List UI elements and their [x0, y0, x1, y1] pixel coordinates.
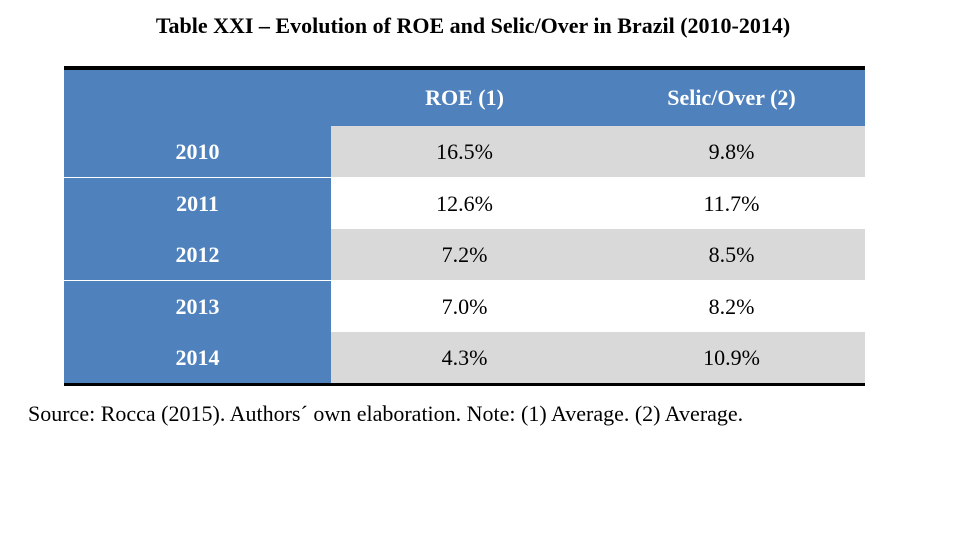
- table-header-row: ROE (1) Selic/Over (2): [64, 70, 865, 126]
- table-row: 2014 4.3% 10.9%: [64, 332, 865, 383]
- year-cell: 2010: [64, 126, 331, 177]
- header-cell-roe: ROE (1): [425, 85, 504, 110]
- table-title: Table XXI – Evolution of ROE and Selic/O…: [155, 13, 791, 38]
- selic-cell: 11.7%: [598, 178, 865, 229]
- table-row: 2011 12.6% 11.7%: [64, 177, 865, 229]
- year-cell: 2013: [64, 281, 331, 332]
- table-row: 2010 16.5% 9.8%: [64, 126, 865, 177]
- year-cell: 2012: [64, 229, 331, 280]
- roe-cell: 7.0%: [331, 281, 598, 332]
- selic-cell: 10.9%: [598, 332, 865, 383]
- data-table: ROE (1) Selic/Over (2) 2010 16.5% 9.8% 2…: [64, 66, 865, 386]
- selic-cell: 8.5%: [598, 229, 865, 280]
- roe-cell: 7.2%: [331, 229, 598, 280]
- header-cell-selic: Selic/Over (2): [667, 85, 796, 110]
- selic-cell: 9.8%: [598, 126, 865, 177]
- table-row: 2012 7.2% 8.5%: [64, 229, 865, 280]
- table-row: 2013 7.0% 8.2%: [64, 280, 865, 332]
- selic-cell: 8.2%: [598, 281, 865, 332]
- year-cell: 2014: [64, 332, 331, 383]
- roe-cell: 16.5%: [331, 126, 598, 177]
- source-note: Source: Rocca (2015). Authors´ own elabo…: [28, 401, 744, 426]
- roe-cell: 12.6%: [331, 178, 598, 229]
- roe-cell: 4.3%: [331, 332, 598, 383]
- year-cell: 2011: [64, 178, 331, 229]
- header-cell-blank: [64, 70, 331, 126]
